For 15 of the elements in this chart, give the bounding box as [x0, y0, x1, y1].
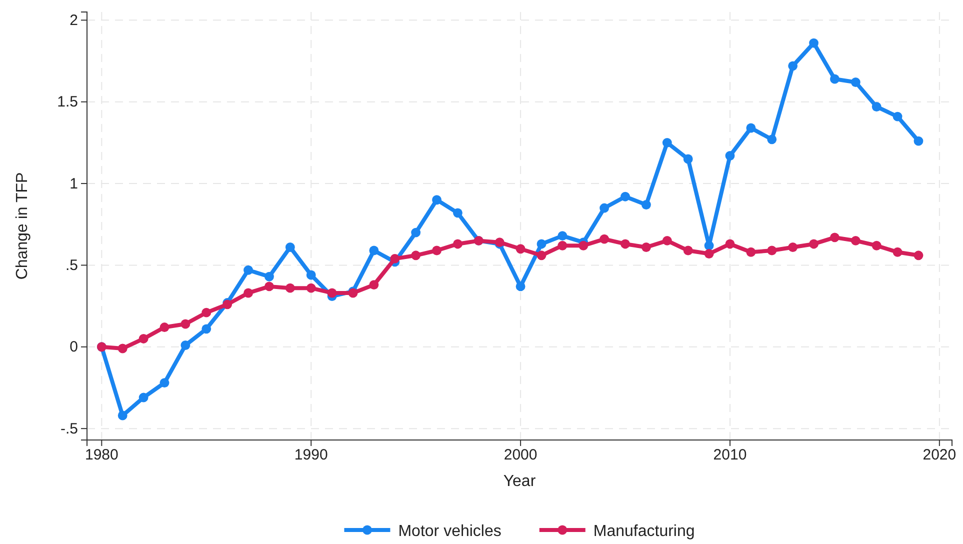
y-tick-label: .5 — [65, 257, 78, 274]
x-axis-title: Year — [503, 473, 536, 490]
y-axis-title: Change in TFP — [14, 172, 31, 280]
y-tick-label: 2 — [70, 12, 78, 29]
x-tick-label: 2010 — [713, 446, 747, 464]
x-tick-label: 2020 — [922, 446, 956, 464]
y-tick-label: -.5 — [60, 420, 78, 438]
x-tick-label: 1980 — [84, 446, 118, 464]
y-tick-label: 1.5 — [57, 94, 78, 111]
x-tick-label: 2000 — [504, 446, 538, 464]
legend-label: Motor vehicles — [398, 523, 502, 540]
y-tick-label: 0 — [70, 338, 78, 356]
legend-label: Manufacturing — [593, 523, 695, 540]
y-tick-label: 1 — [70, 175, 78, 192]
x-tick-label: 1990 — [294, 446, 328, 464]
